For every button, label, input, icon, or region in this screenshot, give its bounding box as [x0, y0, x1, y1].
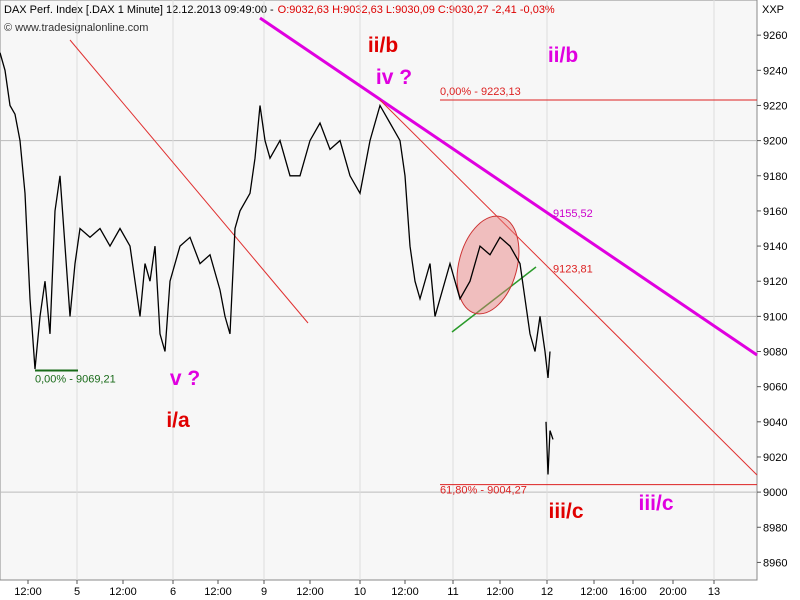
y-tick-label: 9180 [763, 171, 787, 183]
y-tick-label: 8960 [763, 557, 787, 569]
level-label: 0,00% - 9069,21 [35, 373, 116, 385]
y-tick-label: 9240 [763, 65, 787, 77]
copyright: © www.tradesignalonline.com [4, 22, 148, 34]
x-tick-label: 6 [170, 586, 176, 598]
axis-label: XXP [762, 4, 784, 16]
header-title: DAX Perf. Index [.DAX 1 Minute] 12.12.20… [4, 4, 274, 16]
wave-label: i/a [166, 409, 190, 432]
y-tick-label: 9160 [763, 206, 787, 218]
y-tick-label: 9220 [763, 100, 787, 112]
x-tick-label: 5 [74, 586, 80, 598]
y-tick-label: 9040 [763, 417, 787, 429]
x-tick-label: 12:00 [204, 586, 232, 598]
wave-label: iii/c [638, 492, 673, 515]
header: DAX Perf. Index [.DAX 1 Minute] 12.12.20… [4, 4, 555, 16]
trend-line [259, 16, 758, 357]
level-label: 61,80% - 9004,27 [440, 485, 527, 497]
header-quote: O:9032,63 H:9032,63 L:9030,09 C:9030,27 … [278, 4, 555, 16]
x-tick-label: 12:00 [391, 586, 419, 598]
x-tick-label: 12:00 [14, 586, 42, 598]
y-tick-label: 9100 [763, 311, 787, 323]
level-label: 0,00% - 9223,13 [440, 86, 521, 98]
wave-label: iv ? [376, 66, 412, 89]
x-tick-label: 20:00 [659, 586, 687, 598]
x-tick-label: 13 [708, 586, 720, 598]
x-tick-label: 12:00 [296, 586, 324, 598]
price-label: 9123,81 [553, 264, 593, 276]
y-tick-label: 9120 [763, 276, 787, 288]
wave-label: iii/c [548, 500, 583, 523]
x-tick-label: 16:00 [619, 586, 647, 598]
wave-label: v ? [170, 367, 200, 390]
x-tick-label: 9 [261, 586, 267, 598]
trend-line [69, 39, 309, 324]
y-tick-label: 8980 [763, 522, 787, 534]
y-tick-label: 9060 [763, 382, 787, 394]
x-tick-label: 10 [354, 586, 366, 598]
wave-label: ii/b [368, 34, 398, 57]
y-tick-label: 9000 [763, 487, 787, 499]
trend-line [379, 99, 758, 476]
wave-label: ii/b [548, 44, 578, 67]
x-tick-label: 11 [447, 586, 458, 598]
y-tick-label: 9140 [763, 241, 787, 253]
x-tick-label: 12:00 [109, 586, 137, 598]
x-tick-label: 12 [541, 586, 553, 598]
y-tick-label: 9020 [763, 452, 787, 464]
x-tick-label: 12:00 [580, 586, 608, 598]
y-tick-label: 9080 [763, 347, 787, 359]
x-tick-label: 12:00 [486, 586, 514, 598]
y-tick-label: 9200 [763, 136, 787, 148]
y-tick-label: 9260 [763, 30, 787, 42]
price-label: 9155,52 [553, 208, 593, 220]
price-line [0, 52, 554, 475]
